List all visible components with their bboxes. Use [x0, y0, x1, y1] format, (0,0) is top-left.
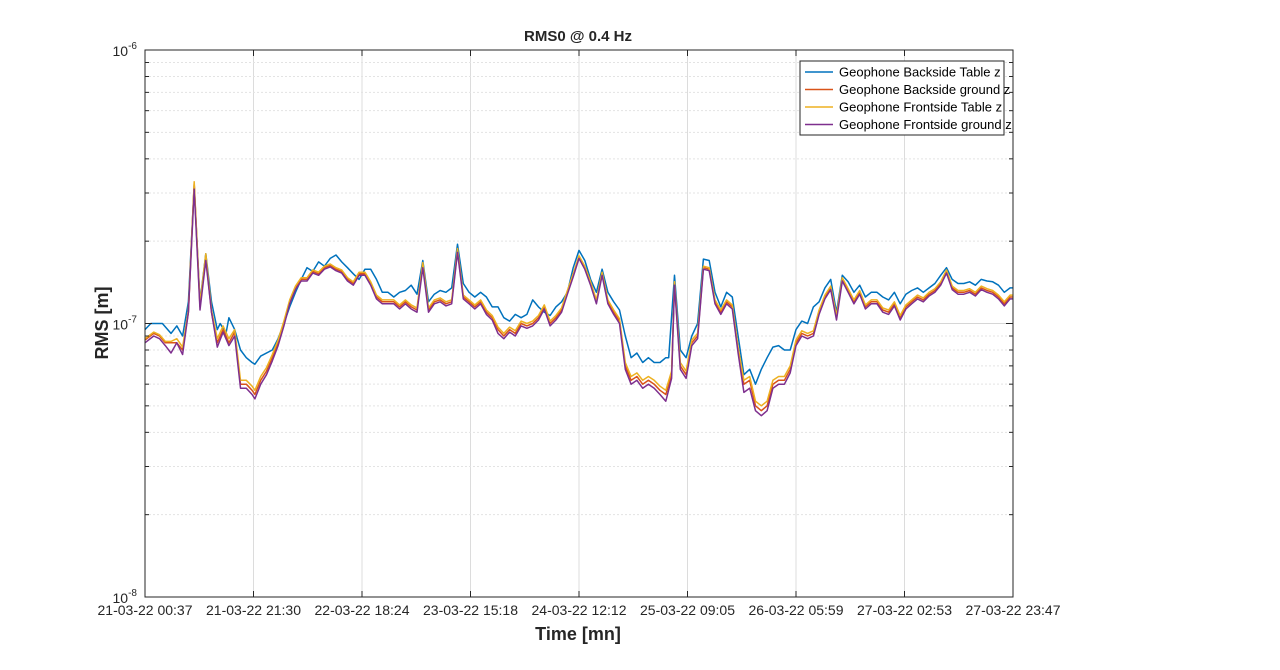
x-tick-label: 22-03-22 18:24 [315, 602, 410, 618]
series-line-4 [144, 188, 1013, 417]
chart-title: RMS0 @ 0.4 Hz [524, 28, 632, 45]
legend-label: Geophone Frontside ground z [839, 117, 1012, 132]
legend-label: Geophone Backside ground z [839, 82, 1010, 97]
legend-label: Geophone Frontside Table z [839, 100, 1002, 115]
y-tick-label: 10-8 [113, 588, 138, 606]
y-tick-label: 10-6 [113, 41, 138, 59]
series-line-1 [144, 184, 1013, 385]
x-tick-label: 25-03-22 09:05 [640, 602, 735, 618]
grid-lines [145, 49, 1013, 598]
legend-label: Geophone Backside Table z [839, 65, 1001, 80]
y-axis-label: RMS [m] [92, 287, 112, 360]
x-tick-label: 23-03-22 15:18 [423, 602, 518, 618]
x-tick-label: 21-03-22 00:37 [98, 602, 193, 618]
y-tick-labels: 10-6 10-7 10-8 [113, 41, 138, 606]
x-axis-label: Time [mn] [535, 624, 621, 644]
y-tick-label: 10-7 [113, 315, 138, 333]
x-tick-label: 26-03-22 05:59 [749, 602, 844, 618]
x-tick-label: 21-03-22 21:30 [206, 602, 301, 618]
axis-ticks [144, 49, 1014, 598]
series-line-3 [144, 180, 1013, 407]
legend-box [799, 60, 1005, 136]
x-tick-label: 27-03-22 02:53 [857, 602, 952, 618]
series-lines [144, 180, 1013, 417]
legend: Geophone Backside Table z Geophone Backsi… [799, 60, 1012, 136]
x-tick-labels: 21-03-22 00:37 21-03-22 21:30 22-03-22 18:… [98, 602, 1061, 618]
x-tick-label: 27-03-22 23:47 [966, 602, 1061, 618]
x-tick-label: 24-03-22 12:12 [532, 602, 627, 618]
